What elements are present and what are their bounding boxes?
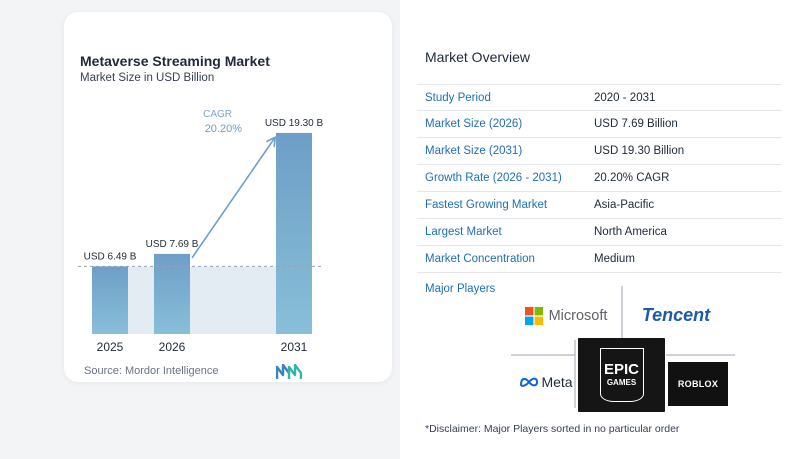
overview-row: Fastest Growing Market Asia-Pacific [417,192,782,219]
row-value: Asia-Pacific [594,199,655,211]
overview-row: Market Size (2026) USD 7.69 Billion [417,111,782,138]
bar-chart: USD 6.49 B USD 7.69 B USD 19.30 B 2025 2026 2… [78,109,324,354]
cagr-label: CAGR [203,109,232,120]
cagr-value: 20.20% [205,123,243,135]
overview-row: Market Size (2031) USD 19.30 Billion [417,138,782,165]
row-label: Largest Market [425,226,502,238]
chart-subtitle: Market Size in USD Billion [80,72,215,84]
overview-panel: Market Overview Study Period 2020 - 2031… [400,0,800,459]
category-label-2025: 2025 [97,340,124,354]
value-label-2031: USD 19.30 B [265,118,324,129]
games-wordmark: GAMES [606,378,637,387]
bar-2031 [276,132,312,334]
row-value: 2020 - 2031 [594,92,656,104]
row-value: USD 7.69 Billion [594,118,678,130]
value-label-2025: USD 6.49 B [84,251,137,262]
row-value: North America [594,226,667,238]
row-label: Study Period [425,92,491,104]
microsoft-logo: Microsoft [518,304,614,328]
cagr-arrow [191,139,274,259]
roblox-wordmark: ROBLOX [677,379,719,389]
chart-title: Metaverse Streaming Market [80,53,270,69]
meta-logo: Meta [517,372,575,392]
chart-card: Metaverse Streaming Market Market Size i… [64,12,392,382]
row-label: Market Size (2031) [425,145,523,157]
overview-table: Study Period 2020 - 2031 Market Size (20… [417,84,782,273]
epic-games-shield: EPIC GAMES [599,348,644,402]
players-grid [511,286,735,408]
baseline-shade [92,266,312,334]
disclaimer: *Disclaimer: Major Players sorted in no … [425,423,680,435]
tencent-wordmark: Tencent [641,304,711,325]
row-label: Fastest Growing Market [425,199,548,211]
epic-wordmark: EPIC [603,361,639,378]
epic-games-logo: EPIC GAMES [578,338,665,412]
row-label: Growth Rate (2026 - 2031) [425,172,562,184]
category-label-2031: 2031 [281,340,308,354]
row-value: 20.20% CAGR [594,172,670,184]
row-label: Market Size (2026) [425,118,523,130]
overview-row: Largest Market North America [417,219,782,246]
overview-row: Study Period 2020 - 2031 [417,84,782,111]
microsoft-windows-icon [524,307,543,325]
row-label: Market Concentration [425,253,535,265]
microsoft-wordmark: Microsoft [548,308,608,324]
value-label-2026: USD 7.69 B [146,239,199,250]
roblox-logo: ROBLOX [668,362,728,406]
meta-wordmark: Meta [541,374,573,390]
overview-row: Market Concentration Medium [417,246,782,273]
mordor-logo [276,364,302,379]
overview-row: Growth Rate (2026 - 2031) 20.20% CAGR [417,165,782,192]
row-value: USD 19.30 Billion [594,145,685,157]
tencent-logo: Tencent [634,302,718,328]
meta-infinity-icon [520,377,539,387]
row-value: Medium [594,253,635,265]
bar-2025 [92,266,128,334]
major-players-label: Major Players [425,283,496,295]
category-label-2026: 2026 [159,340,186,354]
bar-2026 [154,253,190,334]
source-note: Source: Mordor Intelligence [84,365,219,377]
overview-title: Market Overview [425,49,531,65]
